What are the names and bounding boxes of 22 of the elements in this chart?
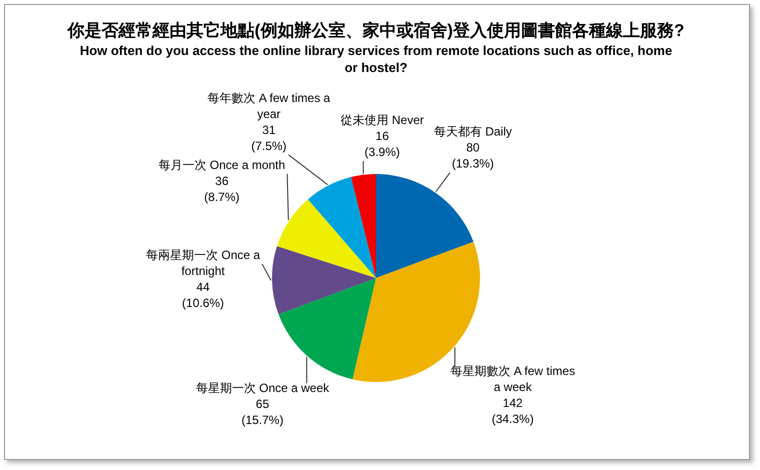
chart-title: 你是否經常經由其它地點(例如辦公室、家中或宿舍)登入使用圖書館各種線上服務? (66, 21, 684, 40)
slice-label: 每星期一次 Once a week (196, 381, 330, 396)
data-label: 80 (19.3%) (452, 140, 494, 171)
pie-slice (350, 174, 376, 278)
pie-slice (276, 199, 376, 278)
pie-slice (308, 177, 376, 278)
slice-label: 每兩星期一次 Once a fortnight (146, 248, 260, 278)
chart-subtitle: How often do you access the online library services from remote locations such as office, home or hostel? (80, 43, 672, 75)
data-label: 16 (3.9%) (364, 129, 400, 160)
pie-slice (376, 174, 474, 278)
slice-label: 每星期數次 A few times a week (450, 364, 576, 394)
data-label: 65 (15.7%) (241, 397, 284, 428)
data-label: 44 (10.6%) (182, 280, 224, 310)
slice-label: 從未使用 Never (340, 113, 424, 128)
slice-label: 每天都有 Daily (434, 124, 512, 139)
data-label: 31 (7.5%) (251, 122, 287, 153)
pie-slice (278, 278, 376, 380)
slice-label: 每年數次 A few times a year (208, 90, 331, 121)
pie-slice (272, 246, 376, 314)
data-label: 36 (8.7%) (204, 174, 240, 204)
slice-label: 每月一次 Once a month (158, 158, 286, 172)
data-label: 142 (34.3%) (492, 396, 534, 426)
